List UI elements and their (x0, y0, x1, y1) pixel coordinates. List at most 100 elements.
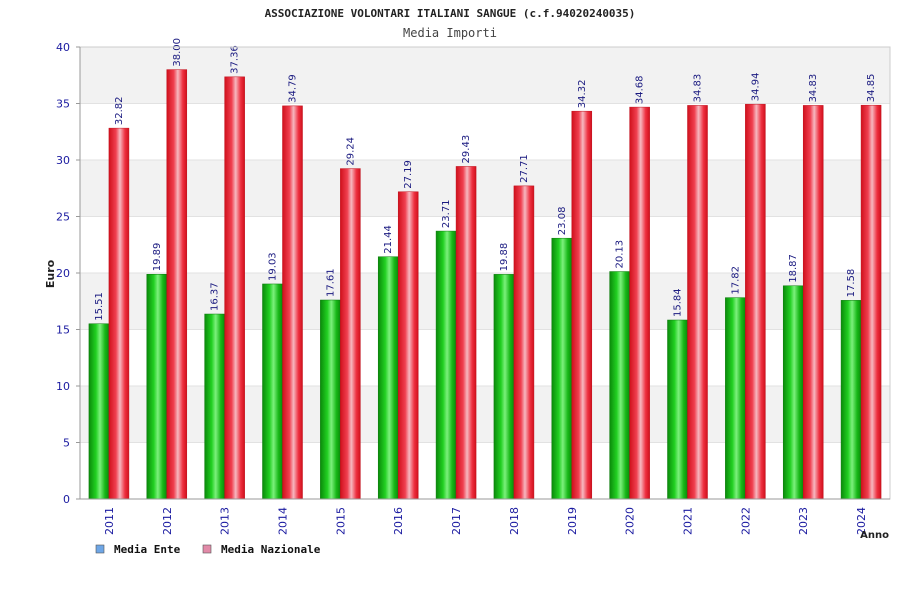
x-tick-label-2023: 2023 (797, 507, 810, 535)
bar-media-ente-2021 (667, 319, 688, 500)
x-tick-label-2012: 2012 (161, 507, 174, 535)
x-tick-label-2021: 2021 (682, 507, 695, 535)
legend-swatch-media-ente (95, 544, 105, 554)
value-label-media-nazionale-2024: 34.85 (866, 74, 877, 103)
x-tick-label-2020: 2020 (624, 507, 637, 535)
legend-label-media-ente: Media Ente (114, 543, 181, 556)
plot-band (80, 216, 890, 273)
bar-media-ente-2018 (493, 274, 515, 500)
bar-media-ente-2011 (88, 323, 110, 500)
value-label-media-nazionale-2017: 29.43 (461, 135, 472, 164)
bar-media-nazionale-2015 (340, 168, 361, 500)
legend-swatch-media-nazionale (202, 544, 212, 554)
value-label-media-nazionale-2023: 34.83 (808, 74, 819, 103)
chart-subtitle: Media Importi (403, 26, 497, 40)
bar-media-nazionale-2014 (282, 105, 303, 500)
x-tick-label-2015: 2015 (334, 507, 347, 535)
plot-band (80, 329, 890, 386)
value-label-media-nazionale-2013: 37.36 (230, 45, 241, 74)
value-label-media-ente-2024: 17.58 (846, 269, 857, 298)
chart-title: ASSOCIAZIONE VOLONTARI ITALIANI SANGUE (… (265, 7, 636, 20)
plot-band (80, 273, 890, 330)
x-tick-labels: 2011 2012 2013 2014 2015 2016 2017 2018 2019 2020… (103, 507, 868, 535)
value-label-media-nazionale-2012: 38.00 (172, 38, 183, 67)
x-tick-label-2018: 2018 (508, 507, 521, 535)
legend-label-media-nazionale: Media Nazionale (221, 543, 321, 556)
value-label-media-ente-2014: 19.03 (268, 252, 279, 281)
value-label-media-ente-2022: 17.82 (730, 266, 741, 295)
value-label-media-ente-2017: 23.71 (441, 199, 452, 228)
value-label-media-nazionale-2011: 32.82 (114, 96, 125, 125)
plot-band (80, 103, 890, 160)
y-tick-label: 15 (56, 324, 70, 337)
value-label-media-nazionale-2014: 34.79 (288, 74, 299, 103)
value-label-media-ente-2023: 18.87 (788, 254, 799, 283)
x-tick-label-2017: 2017 (450, 507, 463, 535)
bar-media-ente-2022 (725, 297, 746, 500)
value-label-media-ente-2016: 21.44 (383, 225, 394, 254)
y-tick-label: 20 (56, 267, 70, 280)
y-axis-label: Euro (44, 259, 57, 288)
y-tick-label: 35 (56, 98, 70, 111)
x-tick-label-2019: 2019 (566, 507, 579, 535)
bar-media-ente-2023 (782, 285, 804, 500)
value-label-media-nazionale-2018: 27.71 (519, 154, 530, 183)
bar-media-nazionale-2021 (687, 105, 708, 500)
value-label-media-ente-2019: 23.08 (557, 207, 568, 236)
y-tick-label: 40 (56, 41, 70, 54)
bar-media-nazionale-2019 (571, 110, 593, 500)
x-tick-label-2024: 2024 (855, 507, 868, 535)
bar-media-nazionale-2020 (629, 106, 650, 500)
bar-media-nazionale-2022 (745, 103, 766, 500)
y-tick-label: 10 (56, 380, 70, 393)
value-labels-group: 15.51 32.82 19.89 38.00 16.37 37.36 19.03 34.79… (94, 38, 877, 321)
bar-media-nazionale-2011 (108, 127, 130, 500)
x-tick-label-2016: 2016 (392, 507, 405, 535)
y-tick-label: 25 (56, 211, 70, 224)
bar-media-nazionale-2017 (455, 166, 477, 500)
value-label-media-nazionale-2016: 27.19 (403, 160, 414, 189)
bar-media-ente-2020 (609, 271, 630, 500)
x-tick-label-2013: 2013 (219, 507, 232, 535)
bar-media-nazionale-2013 (224, 76, 245, 500)
bar-media-ente-2014 (262, 283, 283, 500)
value-label-media-nazionale-2019: 34.32 (577, 80, 588, 109)
plot-band (80, 442, 890, 499)
y-tick-labels: 0 5 10 15 20 25 30 35 40 (56, 41, 80, 506)
plot-band (80, 47, 890, 104)
bar-media-nazionale-2016 (397, 191, 419, 500)
bar-media-ente-2016 (377, 256, 399, 500)
y-tick-label: 5 (63, 437, 70, 450)
value-label-media-ente-2021: 15.84 (673, 288, 684, 317)
bar-media-nazionale-2023 (802, 105, 824, 500)
value-label-media-nazionale-2021: 34.83 (693, 74, 704, 103)
bar-media-ente-2012 (146, 273, 168, 500)
bar-media-ente-2013 (204, 313, 225, 500)
value-label-media-ente-2011: 15.51 (94, 292, 105, 321)
x-tick-label-2022: 2022 (739, 507, 752, 535)
legend: Media Ente Media Nazionale (95, 543, 321, 556)
value-label-media-ente-2013: 16.37 (210, 282, 221, 311)
bar-media-ente-2015 (320, 299, 341, 500)
bar-media-nazionale-2024 (860, 104, 882, 500)
y-tick-label: 0 (63, 493, 70, 506)
x-tick-label-2014: 2014 (277, 507, 290, 535)
value-label-media-nazionale-2022: 34.94 (750, 73, 761, 102)
bar-media-ente-2024 (840, 300, 862, 500)
y-tick-label: 30 (56, 154, 70, 167)
value-label-media-ente-2020: 20.13 (615, 240, 626, 269)
value-label-media-ente-2012: 19.89 (152, 243, 163, 272)
value-label-media-ente-2018: 19.88 (499, 243, 510, 272)
x-axis-label: Anno (860, 530, 889, 541)
bar-media-nazionale-2018 (513, 185, 535, 500)
value-label-media-nazionale-2020: 34.68 (635, 75, 646, 104)
x-tick-label-2011: 2011 (103, 507, 116, 535)
bar-media-ente-2019 (551, 237, 573, 500)
bar-media-nazionale-2012 (166, 69, 188, 500)
bar-media-ente-2017 (435, 230, 457, 500)
plot-band (80, 386, 890, 443)
plot-band (80, 160, 890, 217)
bars-group (88, 69, 882, 500)
